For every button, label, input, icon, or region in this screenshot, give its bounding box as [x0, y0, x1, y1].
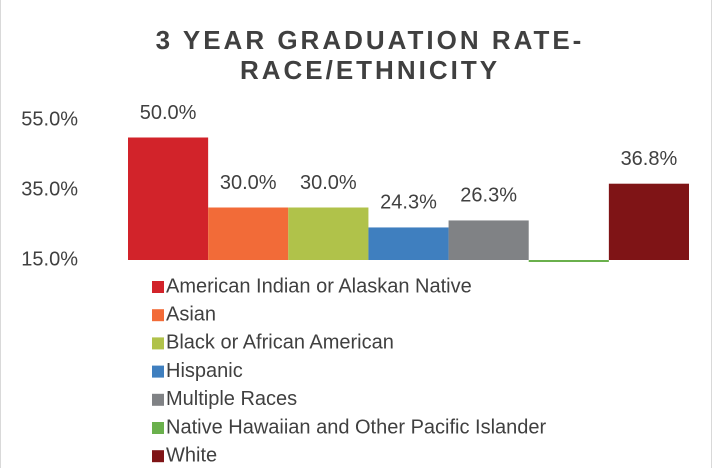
- bar: [608, 183, 689, 260]
- bar: [528, 260, 609, 262]
- bar: [128, 137, 209, 260]
- legend-label: White: [166, 444, 217, 466]
- legend-swatch: [152, 450, 164, 463]
- y-tick-label: 15.0%: [21, 248, 78, 270]
- legend-label: American Indian or Alaskan Native: [166, 275, 472, 297]
- legend-swatch: [152, 393, 164, 406]
- chart-title: RACE/ETHNICITY: [240, 55, 500, 85]
- bar: [288, 207, 369, 260]
- legend-swatch: [152, 281, 164, 293]
- bar: [208, 207, 289, 260]
- legend-swatch: [152, 365, 164, 378]
- data-label: 30.0%: [300, 172, 357, 194]
- y-tick-label: 55.0%: [21, 108, 78, 130]
- data-label: 36.8%: [621, 148, 678, 170]
- legend-label: Black or African American: [166, 332, 394, 354]
- y-tick-label: 35.0%: [21, 178, 78, 200]
- data-label: 24.3%: [380, 192, 437, 214]
- bar: [448, 220, 529, 260]
- legend-label: Multiple Races: [166, 388, 297, 410]
- legend-swatch: [152, 337, 164, 350]
- data-label: 50.0%: [140, 102, 197, 124]
- chart-title: 3 YEAR GRADUATION RATE-: [156, 25, 585, 55]
- legend-label: Hispanic: [166, 360, 243, 382]
- legend-swatch: [152, 309, 164, 322]
- legend-label: Native Hawaiian and Other Pacific Island…: [166, 416, 547, 438]
- bar: [368, 227, 449, 260]
- legend-swatch: [152, 422, 164, 434]
- data-label: 26.3%: [460, 185, 517, 207]
- data-label: 30.0%: [220, 172, 277, 194]
- legend-label: Asian: [166, 303, 216, 325]
